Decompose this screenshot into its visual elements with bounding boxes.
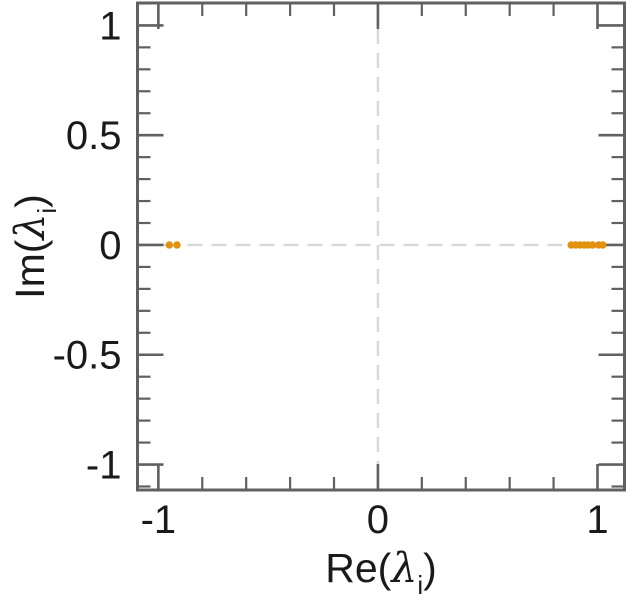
y-axis-title: Im(λi): [6, 194, 62, 299]
data-point: [588, 241, 597, 249]
plot-border: [136, 1, 626, 492]
x-tick-label: 0: [367, 498, 389, 542]
x-axis-title: Re(λi): [325, 544, 437, 600]
y-tick-label: -0.5: [53, 334, 122, 378]
y-tick-label: -1: [86, 444, 122, 488]
y-tick-label: 0: [99, 224, 121, 268]
axis-tick-labels: -1 0 1 -1 -0.5 0 0.5 1: [53, 4, 609, 542]
eigenvalue-points: [165, 241, 607, 249]
axis-titles: Re(λi) Im(λi): [6, 194, 437, 600]
x-tick-label: -1: [141, 498, 177, 542]
axis-ticks: [137, 2, 625, 490]
y-tick-label: 0.5: [66, 114, 122, 158]
data-point: [173, 241, 181, 249]
plot-frame: [136, 1, 626, 492]
x-tick-label: 1: [586, 498, 608, 542]
data-point: [599, 241, 607, 249]
y-tick-label: 1: [99, 4, 121, 48]
data-point: [165, 241, 174, 249]
zero-reference-lines: [139, 5, 623, 488]
